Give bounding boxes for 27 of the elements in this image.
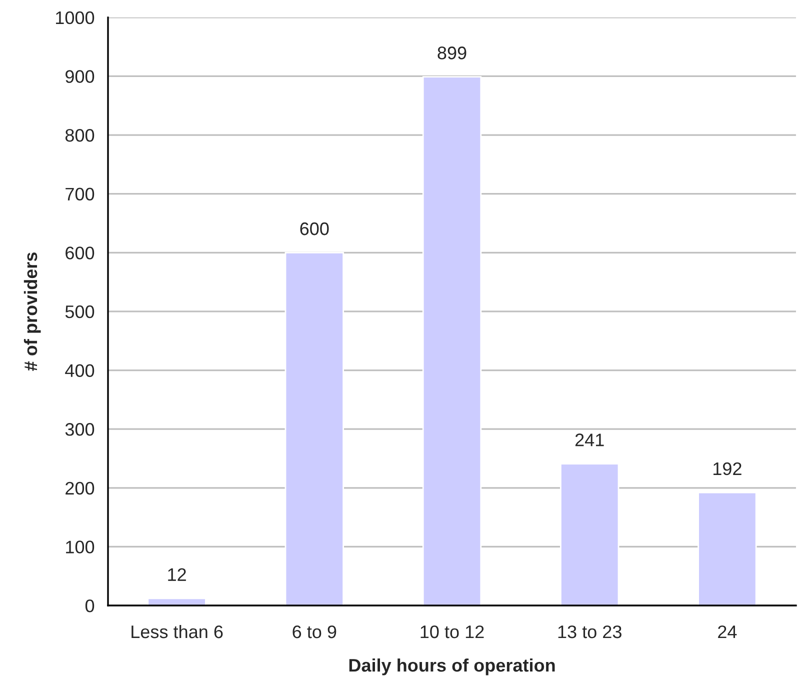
- bar: [698, 492, 757, 606]
- data-label: 241: [575, 434, 604, 446]
- data-label: 899: [438, 46, 466, 60]
- bar: [284, 252, 344, 606]
- data-label: 192: [714, 462, 742, 476]
- x-tick-label: Less than 6: [132, 624, 223, 638]
- y-tick-label: 500: [65, 305, 94, 318]
- y-tick-label: 700: [66, 188, 94, 201]
- y-axis-title: # of providers: [24, 252, 41, 371]
- x-axis-title: Daily hours of operation: [349, 658, 555, 676]
- x-tick-label: 13 to 23: [558, 625, 622, 638]
- y-tick-label: 600: [66, 246, 94, 260]
- bar: [560, 463, 620, 606]
- y-tick-label: 300: [65, 423, 94, 436]
- data-label: 12: [168, 568, 186, 581]
- x-tick-label: 24: [718, 625, 737, 638]
- x-tick-label: 6 to 9: [292, 625, 336, 638]
- y-tick-label: 0: [85, 599, 94, 612]
- data-label: 600: [300, 222, 329, 236]
- y-tick-label: 100: [66, 540, 94, 554]
- bar: [422, 76, 482, 606]
- y-tick-label: 400: [65, 364, 94, 377]
- y-tick-label: 1000: [56, 11, 94, 24]
- x-tick-label: 10 to 12: [420, 625, 484, 638]
- y-tick-label: 900: [66, 70, 94, 83]
- y-tick-label: 800: [65, 128, 94, 142]
- y-tick-label: 200: [66, 482, 94, 495]
